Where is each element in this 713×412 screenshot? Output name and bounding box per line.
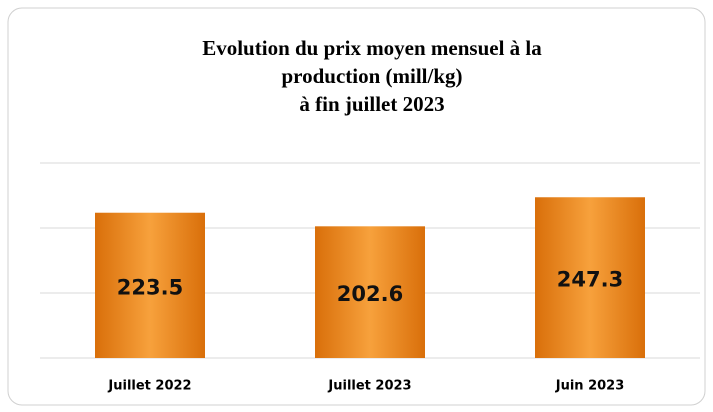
data-label: 247.3 <box>557 268 623 292</box>
x-tick-label: Juin 2023 <box>555 379 625 394</box>
data-label: 223.5 <box>117 275 183 299</box>
bar <box>535 197 645 358</box>
chart-title: production (mill/kg) <box>281 64 462 88</box>
bar <box>315 226 425 358</box>
chart-title: Evolution du prix moyen mensuel à la <box>202 36 542 60</box>
x-tick-label: Juillet 2023 <box>327 379 411 394</box>
bar <box>95 212 205 358</box>
x-tick-label: Juillet 2022 <box>107 379 191 394</box>
chart-title: à fin juillet 2023 <box>299 92 444 116</box>
data-label: 202.6 <box>337 282 403 306</box>
